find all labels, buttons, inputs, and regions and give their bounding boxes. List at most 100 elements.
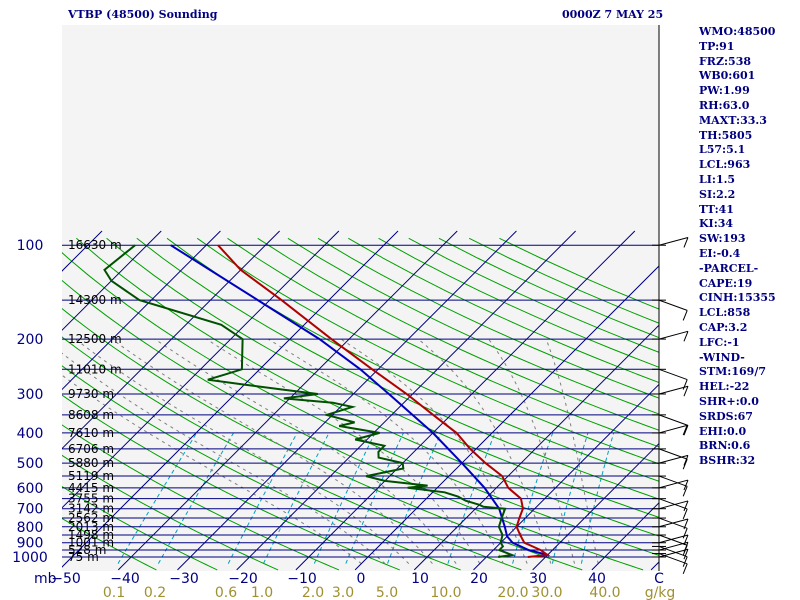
dry-adiabat: [62, 485, 218, 571]
index-item: RH:63.0: [699, 98, 750, 112]
wind-barb-flag: [683, 500, 689, 512]
temperature-tick-label: −30: [169, 571, 199, 587]
moist-adiabat: [268, 338, 504, 564]
temperature-tick-label: −50: [51, 571, 81, 587]
mixing-ratio-tick-label: 2.0: [302, 585, 324, 600]
dry-adiabat: [62, 517, 157, 571]
pressure-tick-label: 1000: [12, 550, 48, 566]
temperature-tick-label: −10: [287, 571, 317, 587]
moist-adiabat: [62, 352, 386, 564]
wind-barb-flag: [682, 556, 688, 567]
dry-adiabat: [166, 237, 659, 482]
wind-barb-flag: [682, 379, 688, 390]
index-item: CINH:15355: [699, 291, 776, 305]
index-item: FRZ:538: [699, 54, 752, 68]
wind-barb-flag: [683, 455, 689, 466]
index-item: BRN:0.6: [699, 439, 751, 453]
plot-area: [62, 25, 659, 571]
station-title: VTBP (48500) Sounding: [68, 8, 218, 21]
pressure-tick-label: 700: [17, 502, 44, 518]
moist-adiabat: [545, 338, 599, 564]
dry-adiabat: [348, 237, 659, 384]
wind-barb: [658, 454, 689, 464]
moist-adiabat: [340, 338, 528, 564]
index-item: MAXT:33.3: [699, 113, 767, 127]
isotherm: [354, 265, 659, 571]
temperature-trace: [217, 244, 551, 558]
height-label: 12500 m: [68, 332, 122, 346]
index-item: SHR+:0.0: [699, 394, 759, 408]
height-label: 8608 m: [68, 408, 114, 422]
dry-adiabat: [62, 454, 279, 571]
dry-adiabat: [62, 394, 400, 571]
height-label: 1001 m: [68, 536, 114, 550]
pressure-tick-label: 400: [17, 426, 44, 442]
height-label: 1498 m: [68, 528, 114, 542]
isotherm: [591, 502, 659, 571]
wind-barb: [658, 424, 689, 434]
height-label: 14300 m: [68, 293, 122, 307]
wind-barb-flag: [683, 424, 689, 436]
mixing-ratio-line: [157, 432, 234, 564]
height-label: 5880 m: [68, 456, 114, 470]
wind-barb: [658, 236, 689, 246]
dry-adiabat: [62, 424, 340, 571]
dry-adiabat: [136, 237, 659, 500]
moist-adiabat: [111, 338, 433, 564]
moist-adiabat: [75, 338, 410, 564]
mixing-ratio-line: [447, 432, 496, 564]
mixing-ratio-tick-label: 3.0: [332, 585, 354, 600]
height-label: 2013 m: [68, 520, 114, 534]
index-item: LI:1.5: [699, 172, 736, 186]
mixing-ratio-tick-label: 30.0: [531, 585, 562, 600]
wind-barb-flag: [682, 424, 688, 436]
wind-barb: [658, 330, 689, 340]
isotherm: [532, 442, 659, 571]
height-label: 528 m: [68, 543, 106, 557]
wind-barb-flag: [682, 508, 688, 520]
pressure-tick-label: 600: [17, 481, 44, 497]
index-item: HEL:-22: [699, 380, 750, 394]
mixing-ratio-line: [227, 432, 298, 564]
wind-barb-flag: [683, 237, 689, 248]
index-item: LCL:963: [699, 158, 751, 172]
mixing-ratio-tick-label: 40.0: [589, 585, 620, 600]
mixing-ratio-tick-label: 0.1: [103, 585, 125, 600]
index-item: KI:34: [699, 217, 734, 231]
height-label: 11010 m: [68, 362, 122, 376]
temperature-tick-label: 40: [588, 571, 606, 587]
mixing-ratio-line: [512, 432, 554, 564]
index-item: CAPE:19: [699, 276, 753, 290]
parcel-trace: [170, 244, 548, 556]
mixing-ratio-tick-label: 5.0: [376, 585, 398, 600]
pressure-tick-label: 900: [17, 536, 44, 552]
dry-adiabat: [76, 237, 659, 537]
temperature-unit-label: C: [654, 571, 664, 587]
index-item: EHI:0.0: [699, 424, 747, 438]
mixing-ratio-tick-label: 1.0: [251, 585, 273, 600]
sounding-time: 0000Z 7 MAY 25: [562, 8, 664, 21]
wind-barb-flag: [683, 534, 689, 546]
temperature-tick-label: 20: [470, 571, 488, 587]
height-label: 9730 m: [68, 387, 114, 401]
index-item: EI:-0.4: [699, 246, 741, 260]
wind-barb: [658, 498, 688, 510]
pressure-tick-label: 500: [17, 456, 44, 472]
index-item: TT:41: [699, 202, 734, 216]
wind-barb: [658, 414, 688, 426]
index-item: L57:5.1: [699, 143, 746, 157]
dry-adiabat: [196, 237, 659, 465]
mixing-ratio-line: [345, 432, 404, 564]
index-item: -PARCEL-: [699, 261, 759, 275]
dry-adiabat: [106, 237, 659, 518]
index-item: -WIND-: [699, 350, 745, 364]
index-item: CAP:3.2: [699, 320, 748, 334]
index-item: TH:5805: [699, 128, 753, 142]
index-item: TP:91: [699, 39, 735, 53]
temperature-tick-label: −40: [110, 571, 140, 587]
wind-barb: [658, 517, 688, 529]
isotherm: [413, 324, 659, 571]
wind-barb-flag: [683, 386, 689, 397]
wind-barb: [658, 479, 689, 489]
